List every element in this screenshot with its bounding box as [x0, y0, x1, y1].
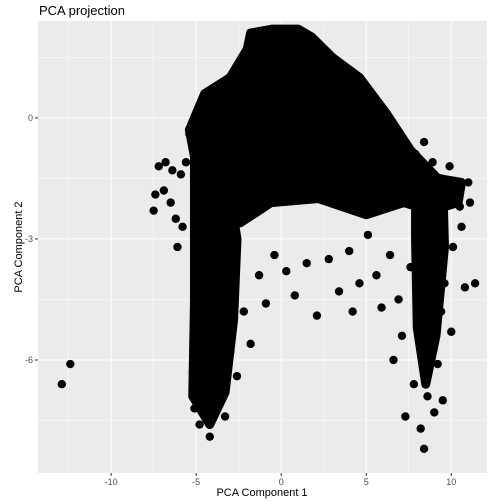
scatter-point — [394, 295, 402, 303]
scatter-point — [66, 360, 74, 368]
scatter-point — [255, 271, 263, 279]
scatter-point — [199, 388, 207, 396]
scatter-point — [161, 158, 169, 166]
scatter-point — [411, 150, 419, 158]
x-tick-label: -10 — [105, 477, 118, 487]
scatter-point — [151, 190, 159, 198]
scatter-point — [398, 332, 406, 340]
scatter-point — [345, 247, 353, 255]
y-axis-ticks: 0 -3 -6 — [25, 113, 38, 365]
scatter-point — [195, 420, 203, 428]
scatter-point — [182, 158, 190, 166]
scatter-point — [440, 279, 448, 287]
scatter-point — [177, 170, 185, 178]
x-tick-label: 10 — [446, 477, 456, 487]
scatter-point — [430, 408, 438, 416]
scatter-point — [427, 340, 435, 348]
scatter-point — [202, 340, 210, 348]
x-tick-label: 0 — [279, 477, 284, 487]
scatter-point — [262, 299, 270, 307]
scatter-point — [325, 255, 333, 263]
scatter-point — [456, 202, 464, 210]
scatter-point — [189, 368, 197, 376]
scatter-point — [348, 307, 356, 315]
scatter-point — [178, 223, 186, 231]
scatter-point — [160, 186, 168, 194]
scatter-point — [190, 404, 198, 412]
scatter-point — [466, 198, 474, 206]
scatter-point — [190, 271, 198, 279]
scatter-point — [437, 174, 445, 182]
scatter-point — [413, 315, 421, 323]
scatter-point — [212, 360, 220, 368]
scatter-point — [449, 243, 457, 251]
scatter-point — [166, 198, 174, 206]
scatter-point — [270, 251, 278, 259]
scatter-point — [364, 231, 372, 239]
scatter-point — [437, 307, 445, 315]
scatter-point — [389, 356, 397, 364]
scatter-point — [428, 158, 436, 166]
scatter-point — [471, 279, 479, 287]
scatter-point — [457, 223, 465, 231]
scatter-point — [233, 372, 241, 380]
scatter-point — [240, 307, 248, 315]
scatter-point — [221, 412, 229, 420]
y-axis-title: PCA Component 2 — [13, 201, 25, 292]
y-tick-label: -6 — [25, 355, 33, 365]
y-tick-label: 0 — [28, 113, 33, 123]
scatter-point — [190, 138, 198, 146]
scatter-point — [219, 324, 227, 332]
scatter-point — [433, 360, 441, 368]
scatter-point — [303, 259, 311, 267]
scatter-point — [439, 396, 447, 404]
scatter-point — [377, 303, 385, 311]
scatter-point — [423, 392, 431, 400]
left-branch-cloud — [193, 158, 237, 424]
x-tick-label: -5 — [192, 477, 200, 487]
scatter-point — [420, 138, 428, 146]
scatter-point — [58, 380, 66, 388]
scatter-point — [172, 215, 180, 223]
scatter-point — [445, 162, 453, 170]
scatter-point — [461, 283, 469, 291]
scatter-point — [420, 445, 428, 453]
scatter-point — [206, 432, 214, 440]
scatter-point — [192, 319, 200, 327]
scatter-point — [313, 311, 321, 319]
scatter-point — [173, 243, 181, 251]
scatter-point — [372, 271, 380, 279]
scatter-point — [291, 291, 299, 299]
scatter-point — [416, 424, 424, 432]
scatter-point — [406, 263, 414, 271]
scatter-point — [149, 206, 157, 214]
x-axis-title: PCA Component 1 — [216, 487, 307, 499]
scatter-point — [282, 267, 290, 275]
x-tick-label: 5 — [364, 477, 369, 487]
scatter-point — [226, 348, 234, 356]
x-axis-ticks: -10 -5 0 5 10 — [105, 473, 457, 487]
scatter-point — [410, 380, 418, 388]
scatter-point — [246, 340, 254, 348]
scatter-point — [355, 279, 363, 287]
scatter-point — [185, 130, 193, 138]
y-tick-label: -3 — [25, 234, 33, 244]
scatter-point — [335, 287, 343, 295]
scatter-point — [168, 166, 176, 174]
scatter-point — [447, 328, 455, 336]
scatter-point — [216, 392, 224, 400]
chart-title: PCA projection — [39, 3, 125, 18]
scatter-point — [209, 408, 217, 416]
scatter-point — [401, 412, 409, 420]
scatter-point — [464, 178, 472, 186]
scatter-point — [386, 251, 394, 259]
